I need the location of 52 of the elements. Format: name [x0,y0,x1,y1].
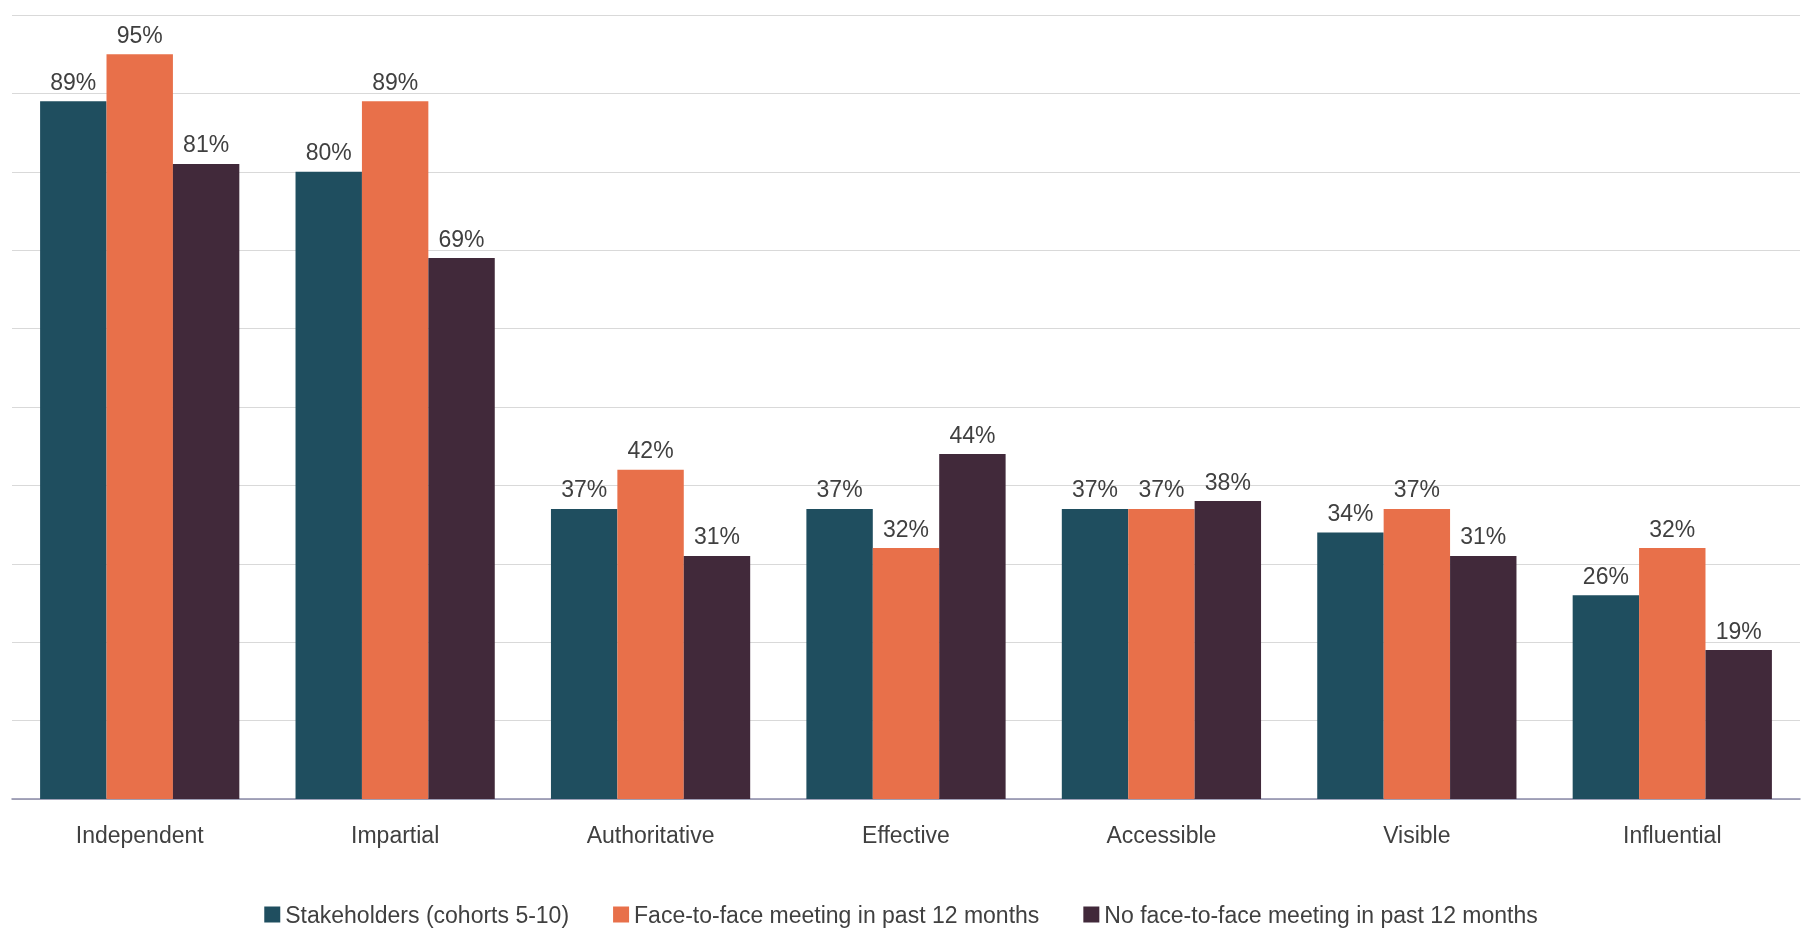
bar [1639,548,1706,799]
data-label: 34% [1327,499,1374,526]
data-label: 42% [627,437,674,464]
legend-label: Face-to-face meeting in past 12 months [634,901,1040,928]
bar [1194,501,1262,799]
bar [1128,508,1195,799]
data-label: 89% [372,68,419,95]
x-tick-label: Visible [1383,821,1451,848]
x-tick-label: Impartial [351,821,440,848]
data-label: 95% [116,21,163,48]
data-label: 37% [1071,476,1119,503]
bar [683,555,751,799]
x-tick-label: Effective [862,821,950,848]
x-tick-label: Influential [1623,821,1722,848]
bar [806,508,873,799]
bar [1705,650,1772,799]
x-tick-label: Independent [75,821,205,848]
data-label: 32% [1649,515,1696,542]
bar [106,54,173,799]
bar [617,469,684,799]
data-label: 89% [50,68,97,95]
data-label: 81% [183,131,230,158]
legend-label: Stakeholders (cohorts 5-10) [285,901,570,928]
data-label: 37% [816,476,863,503]
bar [872,548,940,799]
bar [939,454,1006,799]
data-label: 32% [882,515,930,542]
data-label: 19% [1715,617,1762,644]
data-label: 37% [561,476,608,503]
x-tick-label: Authoritative [586,821,715,848]
data-label: 37% [1393,476,1440,503]
data-label: 44% [949,421,996,448]
bar [1572,595,1640,799]
bar [40,101,107,799]
data-label: 31% [693,523,741,550]
bar [550,508,618,799]
data-label: 80% [305,139,352,166]
data-label: 69% [438,225,485,252]
bar [1317,532,1384,799]
bar [295,171,362,799]
bar [361,101,429,799]
data-label: 31% [1460,523,1507,550]
data-label: 26% [1582,562,1629,589]
data-label: 38% [1204,468,1251,495]
data-label: 37% [1138,476,1185,503]
bar [172,163,240,799]
x-tick-label: Accessible [1106,821,1217,848]
bar [428,258,495,799]
bar [1061,508,1129,799]
bar [1450,555,1517,799]
bar [1383,508,1451,799]
legend-label: No face-to-face meeting in past 12 months [1104,901,1538,928]
